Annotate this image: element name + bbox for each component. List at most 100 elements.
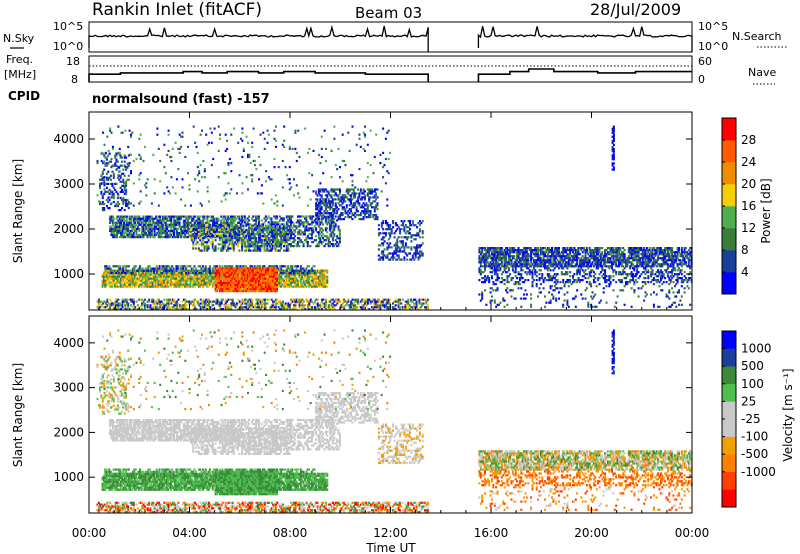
- power-cell: [256, 277, 259, 280]
- power-cell: [144, 279, 147, 282]
- power-cell: [220, 219, 223, 222]
- power-cell: [259, 224, 262, 227]
- power-cell: [146, 306, 149, 309]
- power-cell: [299, 271, 302, 274]
- power-cell: [228, 290, 231, 293]
- power-cell: [230, 219, 232, 222]
- power-cell: [196, 269, 199, 272]
- power-cell: [333, 245, 336, 248]
- power-cell: [110, 304, 113, 307]
- power-cell: [180, 265, 183, 268]
- power-cell: [263, 298, 266, 301]
- power-cell: [176, 302, 178, 305]
- power-cell: [227, 273, 230, 276]
- power-cell: [241, 217, 244, 220]
- power-cell: [220, 223, 223, 226]
- power-cell: [319, 237, 322, 240]
- power-cell: [148, 229, 150, 232]
- power-cell: [175, 273, 178, 276]
- power-cell: [101, 273, 104, 276]
- power-cell: [297, 215, 299, 218]
- power-cell: [257, 247, 260, 250]
- power-cell: [273, 277, 276, 280]
- power-cell: [149, 277, 151, 280]
- power-cell: [114, 281, 117, 284]
- power-cell: [175, 269, 178, 272]
- power-cell: [182, 273, 185, 276]
- power-cell: [249, 279, 252, 282]
- power-cell: [323, 200, 326, 203]
- power-cell: [263, 267, 266, 270]
- power-cell: [161, 267, 164, 270]
- power-cell: [167, 298, 170, 301]
- power-cell: [308, 245, 311, 248]
- power-cell: [202, 281, 205, 284]
- power-cell: [109, 281, 112, 284]
- power-cell: [249, 224, 252, 227]
- power-cell: [241, 298, 244, 301]
- power-cell: [186, 223, 189, 226]
- power-cell: [260, 279, 263, 282]
- power-cell: [147, 267, 150, 270]
- power-cell: [220, 225, 223, 228]
- power-cell: [189, 228, 192, 231]
- power-cell: [182, 298, 185, 301]
- power-cell: [352, 304, 355, 307]
- power-cell: [341, 306, 344, 309]
- power-cell: [191, 219, 194, 222]
- power-cell: [338, 233, 341, 236]
- power-cell: [252, 228, 255, 231]
- power-cell: [224, 290, 227, 293]
- power-cell: [291, 215, 294, 218]
- power-cell: [167, 269, 170, 272]
- power-cell: [134, 225, 137, 228]
- power-cell: [308, 308, 311, 311]
- power-cell: [354, 304, 357, 307]
- power-cell: [150, 273, 153, 276]
- power-cell: [218, 225, 221, 228]
- power-cell: [129, 233, 132, 237]
- power-cell: [269, 281, 272, 284]
- power-cell: [260, 219, 263, 222]
- power-cell: [277, 300, 280, 303]
- power-cell: [210, 272, 213, 275]
- power-cell: [243, 232, 246, 236]
- power-cell: [203, 275, 206, 278]
- power-cell: [343, 194, 345, 197]
- power-cell: [270, 269, 273, 272]
- power-cell: [232, 283, 235, 286]
- power-cell: [228, 275, 231, 278]
- power-cell: [199, 281, 202, 284]
- power-cell: [324, 277, 327, 280]
- power-cell: [264, 277, 267, 280]
- power-cell: [387, 308, 390, 311]
- power-cell: [392, 306, 394, 309]
- power-cell: [228, 231, 231, 235]
- power-cell: [118, 221, 121, 224]
- power-cell: [264, 271, 267, 274]
- power-cell: [101, 279, 104, 282]
- power-cell: [164, 275, 167, 278]
- power-cell: [138, 229, 141, 232]
- power-cell: [277, 223, 280, 226]
- power-cell: [271, 283, 274, 286]
- power-cell: [157, 308, 160, 311]
- power-cell: [324, 269, 327, 272]
- power-cell: [211, 234, 214, 238]
- power-cell: [241, 290, 244, 293]
- power-cell: [155, 215, 157, 218]
- power-cell: [259, 235, 262, 238]
- power-cell: [329, 206, 332, 209]
- power-cell: [174, 219, 177, 222]
- power-cell: [271, 223, 274, 226]
- power-cell: [121, 233, 124, 237]
- power-cell: [320, 298, 323, 301]
- power-cell: [274, 304, 277, 307]
- power-cell: [329, 194, 332, 197]
- power-cell: [235, 279, 238, 282]
- power-cell: [329, 204, 332, 207]
- power-cell: [315, 212, 318, 215]
- power-cell: [141, 233, 144, 237]
- power-cell: [103, 306, 106, 309]
